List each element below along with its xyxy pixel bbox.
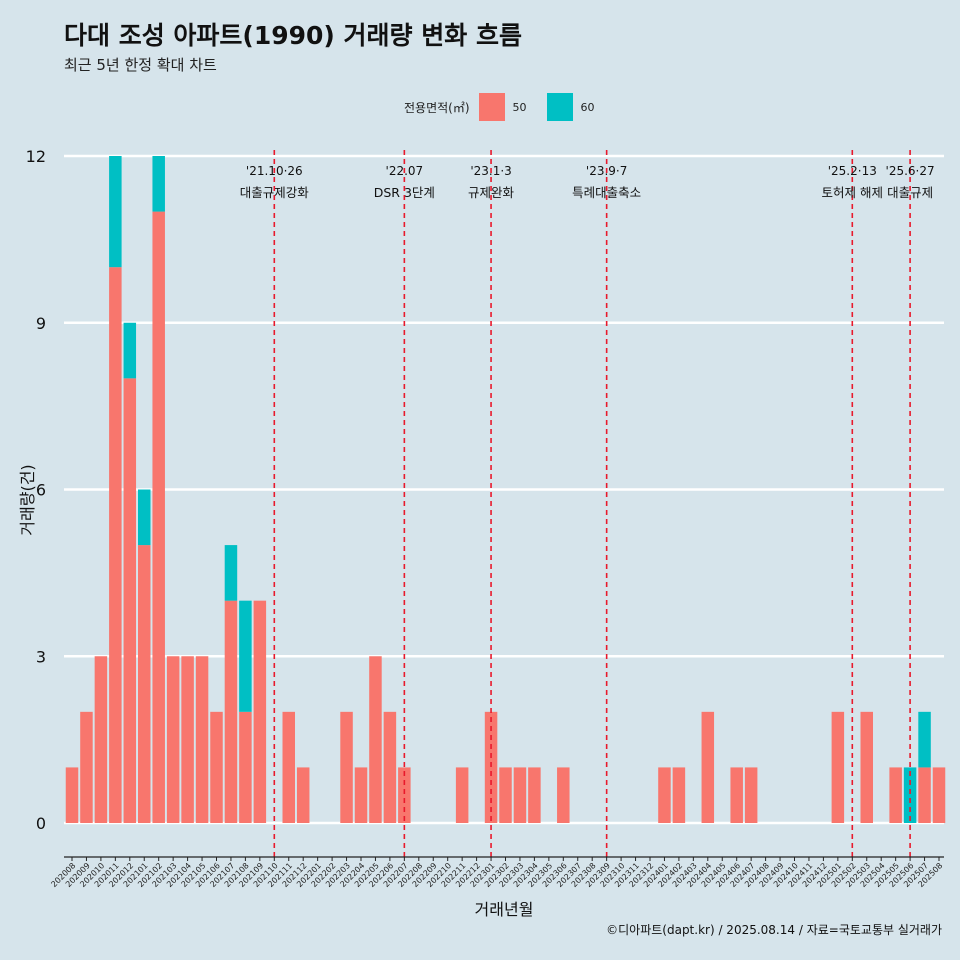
- bar-50-202306: [557, 767, 570, 823]
- y-tick-label: 3: [36, 647, 46, 666]
- bar-50-202101: [138, 545, 151, 823]
- legend: 전용면적(㎡) 50 60: [404, 93, 615, 121]
- bar-50-202008: [65, 767, 79, 823]
- chart-title: 다대 조성 아파트(1990) 거래량 변화 흐름: [64, 21, 522, 50]
- bar-60-202102: [152, 156, 165, 212]
- bar-50-202111: [282, 711, 295, 823]
- bar-50-202103: [166, 656, 180, 823]
- bar-60-202012: [123, 322, 137, 379]
- bar-50-202009: [80, 711, 93, 823]
- bar-50-202406: [730, 767, 743, 823]
- y-tick-label: 6: [36, 481, 46, 500]
- chart-subtitle: 최근 5년 한정 확대 차트: [64, 56, 217, 74]
- legend-title: 전용면적(㎡): [404, 100, 470, 115]
- legend-label-50: 50: [512, 100, 527, 114]
- y-tick-label: 12: [26, 147, 46, 166]
- bar-50-202402: [672, 767, 686, 823]
- event-label: 토허제 해제: [822, 185, 883, 200]
- y-tick-label: 9: [36, 314, 46, 333]
- x-axis-title: 거래년월: [475, 900, 534, 919]
- bar-50-202508: [932, 767, 946, 823]
- bar-50-202112: [296, 767, 310, 823]
- bar-60-202101: [138, 489, 151, 546]
- bar-60-202506: [903, 767, 917, 823]
- bar-50-202303: [513, 767, 527, 823]
- bar-50-202211: [455, 767, 469, 823]
- bar-50-202012: [123, 378, 137, 823]
- bar-50-202108: [239, 711, 252, 823]
- bar-50-202204: [354, 767, 368, 823]
- event-label: 대출규제강화: [240, 185, 310, 200]
- event-date-label: '23.9·7: [586, 164, 627, 178]
- legend-label-60: 60: [580, 100, 595, 114]
- bar-50-202507: [918, 767, 931, 823]
- bar-50-202205: [369, 656, 382, 823]
- event-date-label: '25.6·27: [886, 164, 935, 178]
- event-label: DSR 3단계: [374, 185, 435, 200]
- bar-60-202107: [224, 545, 238, 601]
- event-label: 규제완화: [468, 185, 515, 200]
- bar-60-202108: [239, 600, 252, 712]
- bar-50-202109: [253, 600, 267, 823]
- bar-50-202207: [398, 767, 411, 823]
- event-label: 특례대출축소: [572, 185, 641, 200]
- bar-50-202104: [181, 656, 194, 823]
- bar-50-202404: [701, 711, 715, 823]
- bar-50-202304: [528, 767, 541, 823]
- legend-key-60: [546, 93, 573, 121]
- chart-caption: ©디아파트(dapt.kr) / 2025.08.14 / 자료=국토교통부 실…: [606, 923, 942, 937]
- event-date-label: '25.2·13: [828, 164, 877, 178]
- bar-50-202106: [210, 711, 223, 823]
- y-axis-title: 거래량(건): [18, 464, 37, 535]
- bar-60-202507: [918, 711, 931, 768]
- bar-50-202302: [499, 767, 512, 823]
- bar-50-202301: [484, 711, 498, 823]
- bar-50-202501: [831, 711, 845, 823]
- legend-key-50: [478, 93, 505, 121]
- y-tick-label: 0: [36, 814, 46, 833]
- bar-50-202203: [340, 711, 353, 823]
- bar-50-202105: [195, 656, 209, 823]
- event-date-label: '23.1·3: [470, 164, 511, 178]
- bar-50-202011: [109, 267, 122, 824]
- bar-50-202503: [860, 711, 873, 823]
- bar-50-202107: [224, 600, 238, 823]
- bar-60-202011: [109, 156, 122, 268]
- bar-50-202010: [94, 656, 108, 823]
- bar-50-202505: [889, 767, 902, 823]
- event-date-label: '21.10·26: [246, 164, 303, 178]
- event-label: 대출규제: [887, 185, 933, 200]
- bar-50-202407: [744, 767, 758, 823]
- event-date-label: '22.07: [386, 164, 424, 178]
- bar-50-202102: [152, 211, 165, 824]
- bar-50-202206: [383, 711, 397, 823]
- bar-50-202401: [658, 767, 671, 823]
